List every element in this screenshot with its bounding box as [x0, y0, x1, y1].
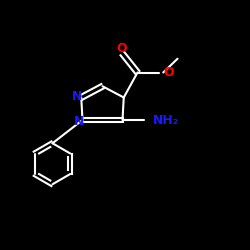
- Text: NH₂: NH₂: [152, 114, 178, 126]
- Text: O: O: [116, 42, 126, 55]
- Text: N: N: [74, 115, 84, 128]
- Text: N: N: [72, 90, 82, 103]
- Text: O: O: [163, 66, 174, 79]
